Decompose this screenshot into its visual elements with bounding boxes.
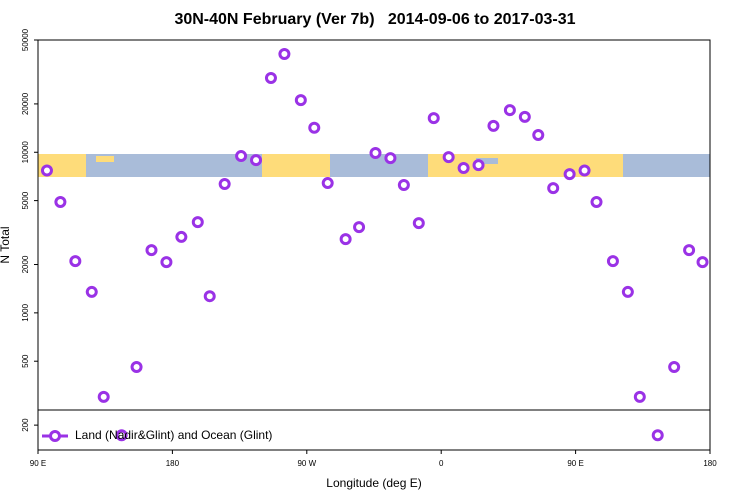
point (606, 255, 619, 268)
x-tick-label: 90 E (567, 459, 583, 468)
point (145, 244, 158, 257)
x-tick-label: 180 (703, 459, 717, 468)
y-tick-label: 500 (21, 354, 30, 368)
point (442, 151, 455, 164)
point (563, 168, 576, 181)
point (160, 256, 173, 269)
point (621, 285, 634, 298)
point (85, 285, 98, 298)
y-axis-label: N Total (0, 226, 12, 263)
point (651, 429, 664, 442)
point (321, 177, 334, 190)
y-tick-label: 1000 (21, 303, 30, 321)
point (264, 71, 277, 84)
point (590, 196, 603, 209)
point (547, 182, 560, 195)
point (384, 152, 397, 165)
point (97, 390, 110, 403)
point (40, 164, 53, 177)
point (308, 121, 321, 134)
point (518, 110, 531, 123)
point (633, 390, 646, 403)
y-tick-label: 50000 (21, 28, 30, 51)
chart-title: 30N-40N February (Ver 7b) 2014-09-06 to … (174, 11, 575, 28)
plot-frame (37, 39, 711, 451)
legend-marker (49, 430, 61, 442)
point (54, 196, 67, 209)
y-tick-label: 10000 (21, 141, 30, 164)
legend-label: Land (Nadir&Glint) and Ocean (Glint) (75, 428, 272, 442)
point (683, 244, 696, 257)
point (69, 255, 82, 268)
point (353, 221, 366, 234)
point (218, 178, 231, 191)
point (427, 112, 440, 125)
y-tick-label: 5000 (21, 191, 30, 209)
point (339, 233, 352, 246)
point (235, 150, 248, 163)
map-band (38, 154, 710, 177)
point (412, 217, 425, 230)
point (369, 147, 382, 160)
point (457, 161, 470, 174)
point (191, 216, 204, 229)
point (250, 154, 263, 167)
point (532, 129, 545, 142)
point (472, 159, 485, 172)
x-tick-label: 180 (166, 459, 180, 468)
point (130, 361, 143, 374)
point (696, 256, 709, 269)
point (294, 94, 307, 107)
point (175, 230, 188, 243)
point (578, 164, 591, 177)
point (668, 361, 681, 374)
point (203, 290, 216, 303)
point (278, 48, 291, 61)
point (397, 179, 410, 192)
x-tick-label: 90 E (30, 459, 46, 468)
y-tick-label: 2000 (21, 255, 30, 273)
y-tick-label: 20000 (21, 92, 30, 115)
x-axis-label: Longitude (deg E) (326, 476, 421, 490)
point (503, 104, 516, 117)
x-tick-label: 0 (439, 459, 444, 468)
point (115, 429, 128, 442)
point (487, 119, 500, 132)
x-tick-label: 90 W (297, 459, 316, 468)
y-tick-label: 200 (21, 418, 30, 432)
